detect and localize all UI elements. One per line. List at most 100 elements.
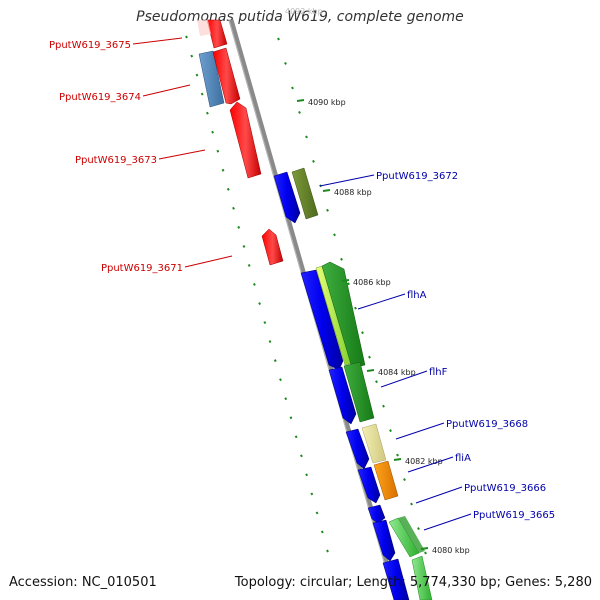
label-leader-line — [380, 370, 428, 388]
gene-label-reverse[interactable]: PputW619_3673 — [75, 155, 157, 166]
genome-summary-text: Topology: circular; Length: 5,774,330 bp… — [234, 575, 592, 590]
gene-pputw619-3674-steel[interactable] — [198, 50, 225, 108]
scale-label: 4084 kbp — [378, 368, 416, 377]
gene-label-reverse[interactable]: PputW619_3671 — [101, 263, 183, 274]
tick-mark — [277, 37, 280, 41]
scale-tick — [341, 279, 350, 282]
label-leader-line — [142, 84, 191, 97]
tick-mark — [389, 429, 392, 433]
tick-mark — [291, 86, 294, 90]
label-leader-line — [395, 422, 445, 440]
gene-pputw619-3675-pale — [197, 20, 211, 36]
tick-mark — [333, 233, 336, 237]
scale-label: 4082 kbp — [405, 457, 443, 466]
scale-label: 4080 kbp — [432, 546, 470, 555]
gene-bottom-green[interactable] — [411, 555, 433, 600]
label-leader-line — [357, 293, 406, 310]
gene-pputw619-3675[interactable] — [206, 19, 228, 49]
tick-mark — [221, 168, 225, 172]
tick-mark — [268, 340, 272, 344]
reverse-strand-labels: PputW619_3675 PputW619_3674 PputW619_3673 P… — [49, 37, 233, 274]
label-leader-line — [415, 486, 463, 504]
label-leader-line — [407, 456, 454, 473]
gene-flia-blue[interactable] — [357, 466, 381, 504]
gene-label-forward[interactable]: PputW619_3672 — [376, 171, 458, 182]
tick-mark — [298, 110, 301, 114]
forward-strand-labels: PputW619_3672 flhA flhF PputW619_3668 fliA Pp… — [319, 171, 555, 531]
gene-label-reverse[interactable]: PputW619_3674 — [59, 92, 141, 103]
gene-pputw619-3673[interactable] — [229, 101, 262, 179]
scale-label-top-fragment: 4092 kbp — [285, 7, 323, 16]
gene-pputw619-3672-blue[interactable] — [273, 171, 301, 224]
tick-mark — [284, 397, 288, 401]
tick-mark — [242, 244, 246, 248]
label-leader-line — [423, 513, 472, 531]
gene-label-reverse[interactable]: PputW619_3675 — [49, 40, 131, 51]
tick-mark — [216, 149, 220, 153]
label-leader-line — [158, 149, 206, 160]
gene-pputw619-3665-blue[interactable] — [372, 519, 396, 562]
tick-mark — [410, 502, 413, 506]
tick-mark — [417, 527, 420, 530]
gene-label-forward[interactable]: PputW619_3668 — [446, 419, 528, 430]
tick-mark — [305, 473, 309, 477]
gene-label-forward[interactable]: flhF — [429, 367, 448, 378]
tick-mark — [226, 187, 230, 191]
tick-mark — [252, 283, 256, 286]
label-leader-line — [184, 255, 233, 268]
tick-mark — [347, 282, 350, 286]
gene-flia-orange[interactable] — [373, 460, 399, 501]
tick-mark — [326, 549, 329, 553]
tick-mark — [263, 321, 267, 325]
scale-label: 4086 kbp — [353, 278, 391, 287]
gene-pputw619-3672-olive[interactable] — [291, 167, 319, 220]
tick-mark — [326, 208, 329, 212]
tick-mark — [368, 355, 371, 359]
tick-mark — [354, 306, 357, 310]
tick-mark — [200, 92, 204, 96]
tick-mark — [273, 359, 277, 363]
tick-mark — [382, 404, 385, 408]
tick-mark — [247, 263, 251, 267]
scale-label: 4088 kbp — [334, 188, 372, 197]
tick-mark — [232, 206, 235, 210]
tick-mark — [205, 111, 209, 115]
gene-label-forward[interactable]: fliA — [455, 453, 471, 464]
gene-pputw619-3668-blue[interactable] — [345, 428, 370, 470]
gene-label-forward[interactable]: PputW619_3666 — [464, 483, 546, 494]
scale-tick — [296, 99, 305, 102]
scale-tick — [420, 547, 429, 550]
gene-pputw619-3666[interactable] — [367, 504, 386, 524]
tick-mark — [294, 435, 298, 439]
gene-label-forward[interactable]: flhA — [407, 290, 427, 301]
tick-mark — [190, 54, 194, 58]
tick-mark — [284, 62, 287, 65]
tick-mark — [340, 257, 343, 261]
gene-flhf-blue[interactable] — [328, 366, 357, 425]
tick-mark — [375, 380, 378, 384]
tick-mark — [305, 135, 308, 139]
tick-mark — [237, 225, 241, 229]
gene-flhf-green[interactable] — [343, 361, 375, 423]
tick-mark — [289, 416, 293, 420]
gene-pputw619-3674[interactable] — [212, 47, 241, 105]
scale-tick — [322, 189, 331, 192]
scale-ticks — [185, 35, 427, 555]
tick-mark — [310, 492, 314, 496]
gene-pputw619-3665-green2 — [398, 516, 425, 553]
gene-flha-blue[interactable] — [300, 269, 344, 371]
scale-tick — [393, 458, 402, 461]
tick-mark — [315, 511, 319, 515]
tick-mark — [396, 453, 399, 457]
tick-mark — [299, 454, 303, 458]
tick-mark — [211, 130, 215, 134]
gene-pputw619-3668-khaki[interactable] — [361, 423, 387, 464]
tick-mark — [195, 73, 199, 77]
tick-mark — [403, 478, 406, 482]
gene-label-forward[interactable]: PputW619_3665 — [473, 510, 555, 521]
tick-mark — [185, 35, 188, 39]
gene-pputw619-3671[interactable] — [261, 228, 284, 266]
gene-bottom-blue[interactable] — [382, 558, 410, 600]
tick-mark — [361, 331, 364, 335]
gene-flha-green[interactable] — [321, 261, 366, 369]
